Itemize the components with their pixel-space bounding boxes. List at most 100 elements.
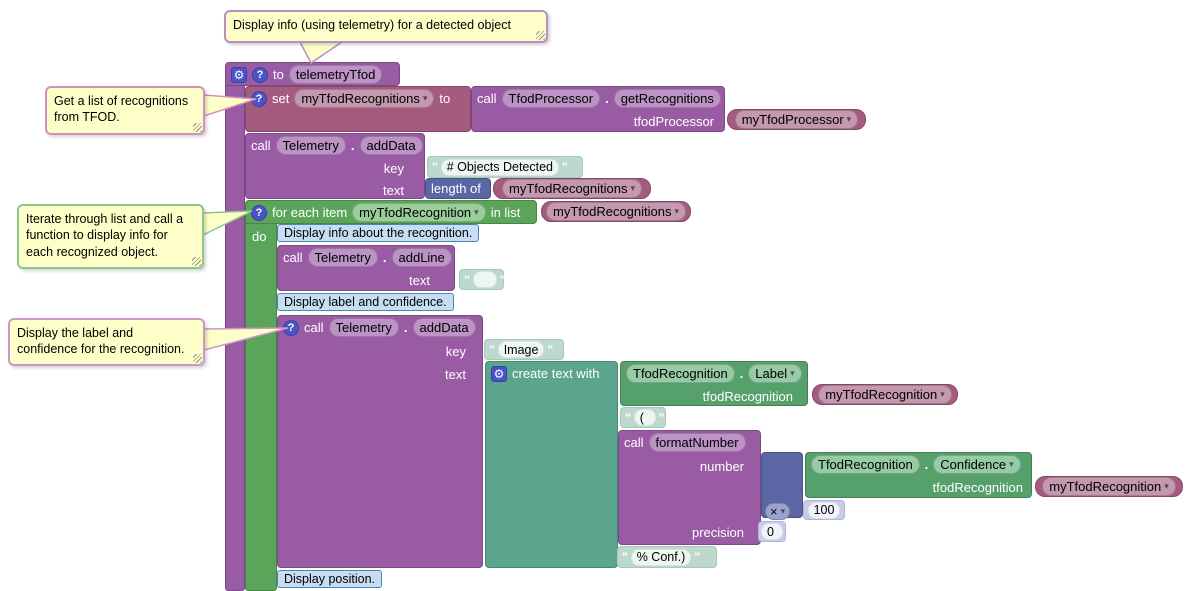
variable-name: myTfodRecognition <box>359 205 472 220</box>
in-list-label: in list <box>490 205 521 220</box>
chevron-down-icon: ▾ <box>474 207 479 217</box>
dot-separator: . <box>924 457 929 472</box>
variable-getter-mytfodrecognition[interactable]: myTfodRecognition ▾ <box>1035 476 1183 497</box>
for-each-do-spine[interactable]: do <box>245 223 277 591</box>
dot-separator: . <box>605 91 609 106</box>
string-block-percent-conf[interactable]: " % Conf.) " <box>617 546 717 568</box>
bubble-text: Iterate through list and call a function… <box>26 212 184 259</box>
procedure-name-field[interactable]: telemetryTfod <box>288 65 383 84</box>
tfodrecognition-label-getter-block[interactable]: TfodRecognition . Label ▾ tfodRecognitio… <box>620 361 808 406</box>
number-value[interactable]: 0 <box>761 523 783 540</box>
comment-block-display-position[interactable]: Display position. <box>277 570 383 588</box>
gear-icon[interactable]: ⚙ <box>491 365 507 382</box>
resize-handle-icon[interactable] <box>193 354 202 363</box>
key-input-label: key <box>445 344 466 359</box>
component-field[interactable]: TfodRecognition <box>626 364 735 383</box>
variable-getter-mytfodrecognitions[interactable]: myTfodRecognitions ▾ <box>541 201 691 222</box>
component-field[interactable]: Telemetry <box>307 248 378 267</box>
comment-bubble-display-label[interactable]: Display the label and confidence for the… <box>8 318 205 366</box>
multiply-block[interactable]: × ▾ <box>761 452 803 520</box>
variable-name: myTfodRecognition <box>1049 479 1162 494</box>
call-addline-block[interactable]: call Telemetry . addLine text <box>277 245 455 291</box>
set-variable-block[interactable]: ? set myTfodRecognitions ▾ to <box>245 86 471 132</box>
variable-dropdown[interactable]: myTfodRecognition ▾ <box>818 385 952 404</box>
resize-handle-icon[interactable] <box>192 257 201 266</box>
resize-handle-icon[interactable] <box>536 31 545 40</box>
help-icon[interactable]: ? <box>252 66 268 83</box>
method-field[interactable]: addLine <box>391 248 452 267</box>
component-field[interactable]: TfodProcessor <box>501 89 601 108</box>
variable-name: myTfodRecognitions <box>552 204 672 219</box>
number-block-100[interactable]: 100 <box>803 500 845 520</box>
chevron-down-icon: ▾ <box>940 389 945 399</box>
variable-getter-mytfodrecognitions[interactable]: myTfodRecognitions ▾ <box>493 178 651 199</box>
string-block-objects-detected[interactable]: " # Objects Detected " <box>427 156 583 178</box>
property-name: Confidence <box>940 457 1007 472</box>
variable-getter-mytfodprocessor[interactable]: myTfodProcessor ▾ <box>727 109 866 130</box>
property-dropdown[interactable]: Confidence ▾ <box>933 455 1021 474</box>
variable-dropdown[interactable]: myTfodRecognitions ▾ <box>545 202 687 221</box>
for-each-block[interactable]: ? for each item myTfodRecognition ▾ in l… <box>245 200 537 224</box>
string-value[interactable]: # Objects Detected <box>440 158 560 176</box>
call-formatnumber-block[interactable]: call formatNumber number precision <box>618 430 761 545</box>
gear-icon[interactable]: ⚙ <box>231 66 247 83</box>
component-field[interactable]: Telemetry <box>275 136 346 155</box>
create-text-with-block[interactable]: ⚙ create text with <box>485 361 618 568</box>
variable-dropdown[interactable]: myTfodRecognition ▾ <box>1042 477 1176 496</box>
call-adddata-image-block[interactable]: ? call Telemetry . addData key text <box>277 315 483 568</box>
loop-variable-dropdown[interactable]: myTfodRecognition ▾ <box>352 203 486 222</box>
comment-block-display-info[interactable]: Display info about the recognition. <box>277 224 480 242</box>
variable-dropdown[interactable]: myTfodProcessor ▾ <box>734 110 859 129</box>
call-adddata-objects-block[interactable]: call Telemetry . addData key text <box>245 133 425 199</box>
length-of-block[interactable]: length of <box>425 178 491 199</box>
help-icon[interactable]: ? <box>251 204 267 221</box>
param-label-tfodrecognition: tfodRecognition <box>932 480 1023 495</box>
string-block-open-paren[interactable]: " ( " <box>620 407 666 428</box>
call-label: call <box>283 250 303 265</box>
string-value[interactable]: Image <box>497 341 545 358</box>
string-value[interactable]: ( <box>633 409 656 426</box>
variable-dropdown[interactable]: myTfodRecognitions ▾ <box>501 179 643 198</box>
string-value[interactable] <box>472 271 497 288</box>
bubble-text: Display the label and confidence for the… <box>17 326 185 357</box>
method-field[interactable]: addData <box>412 318 476 337</box>
chevron-down-icon: ▾ <box>790 368 795 378</box>
procedure-body-spine[interactable] <box>225 85 245 591</box>
open-quote: " <box>432 160 438 174</box>
variable-dropdown[interactable]: myTfodRecognitions ▾ <box>294 89 435 108</box>
method-field[interactable]: addData <box>359 136 423 155</box>
bubble-text: Display info (using telemetry) for a det… <box>233 18 511 32</box>
comment-bubble-get-list[interactable]: Get a list of recognitions from TFOD. <box>45 86 205 135</box>
chevron-down-icon: ▾ <box>422 93 428 103</box>
dot-separator: . <box>403 320 408 335</box>
property-dropdown[interactable]: Label ▾ <box>748 364 802 383</box>
variable-name: myTfodRecognition <box>825 387 938 402</box>
operator-dropdown[interactable]: × ▾ <box>765 503 791 520</box>
component-field[interactable]: TfodRecognition <box>811 455 920 474</box>
method-field[interactable]: getRecognitions <box>613 89 721 108</box>
number-value[interactable]: 100 <box>807 501 841 519</box>
param-label-tfodprocessor: tfodProcessor <box>633 114 714 129</box>
help-icon[interactable]: ? <box>283 319 299 336</box>
procedure-def-block[interactable]: ⚙ ? to telemetryTfod <box>225 62 400 86</box>
string-value[interactable]: % Conf.) <box>630 548 692 566</box>
tfodrecognition-confidence-getter-block[interactable]: TfodRecognition . Confidence ▾ tfodRecog… <box>805 452 1032 498</box>
do-label: do <box>252 229 267 244</box>
chevron-down-icon: ▾ <box>780 506 786 516</box>
comment-bubble-iterate[interactable]: Iterate through list and call a function… <box>17 204 204 269</box>
open-quote: " <box>625 410 631 425</box>
call-getrecognitions-block[interactable]: call TfodProcessor . getRecognitions tfo… <box>471 86 725 132</box>
number-block-0[interactable]: 0 <box>758 521 786 542</box>
variable-getter-mytfodrecognition[interactable]: myTfodRecognition ▾ <box>812 384 958 405</box>
to-label: to <box>273 67 284 82</box>
comment-bubble-top[interactable]: Display info (using telemetry) for a det… <box>224 10 548 43</box>
bubble-pointer-top <box>298 41 345 65</box>
help-icon[interactable]: ? <box>251 90 267 107</box>
string-block-empty[interactable]: " " <box>459 269 505 290</box>
component-field[interactable]: Telemetry <box>328 318 399 337</box>
string-block-image[interactable]: " Image " <box>484 339 564 360</box>
method-field[interactable]: formatNumber <box>648 433 746 452</box>
comment-block-label-confidence[interactable]: Display label and confidence. <box>277 293 454 311</box>
resize-handle-icon[interactable] <box>193 123 202 132</box>
